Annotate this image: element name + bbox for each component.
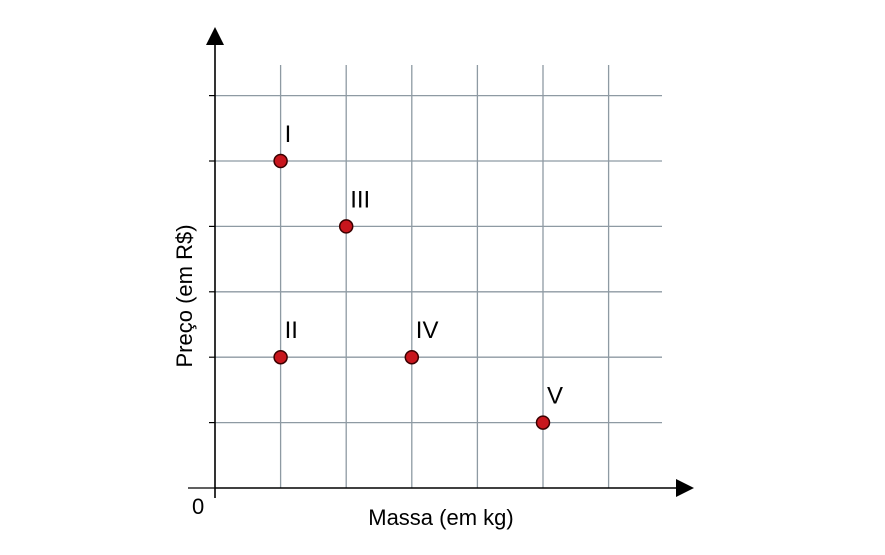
point-label-i: I: [285, 121, 292, 148]
x-axis-arrow: [676, 479, 694, 497]
data-point-iii: [338, 219, 354, 234]
y-axis-label: Preço (em R$): [172, 224, 197, 367]
origin-label: 0: [192, 494, 204, 519]
y-axis-arrow: [206, 27, 224, 45]
point-label-iii: III: [350, 186, 370, 213]
grid: [215, 65, 662, 488]
data-point-v: [535, 415, 551, 430]
data-point-iv: [404, 349, 420, 365]
point-label-ii: II: [285, 317, 298, 344]
point-label-iv: IV: [416, 317, 439, 344]
y-ticks: [188, 94, 215, 489]
point-label-v: V: [547, 383, 563, 410]
data-point-i: [273, 153, 288, 169]
x-axis-label: Massa (em kg): [368, 505, 513, 530]
data-point-ii: [273, 349, 288, 365]
